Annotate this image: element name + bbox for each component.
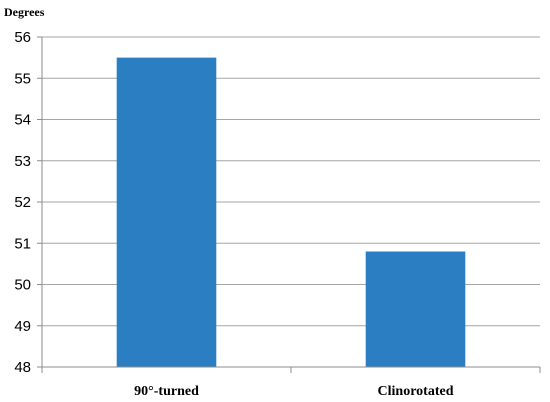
y-tick-label: 50 bbox=[14, 277, 31, 294]
y-tick-label: 48 bbox=[14, 359, 31, 376]
y-tick-label: 55 bbox=[14, 70, 31, 87]
x-tick-labels: 90°-turned Clinorotated bbox=[134, 384, 454, 399]
bar-0 bbox=[116, 57, 217, 367]
y-tick-label: 52 bbox=[14, 194, 31, 211]
y-tick-label: 54 bbox=[14, 112, 31, 129]
y-tick-label: 56 bbox=[14, 29, 31, 46]
x-tick-label: 90°-turned bbox=[134, 384, 199, 399]
x-tick-label: Clinorotated bbox=[378, 384, 454, 399]
bars bbox=[116, 57, 466, 367]
bar-1 bbox=[365, 251, 466, 367]
y-tick-label: 49 bbox=[14, 318, 31, 335]
x-axis bbox=[37, 36, 541, 373]
y-tick-label: 51 bbox=[14, 235, 31, 252]
y-tick-labels: 48 49 50 51 52 53 54 55 56 bbox=[14, 29, 31, 376]
y-axis-label: Degrees bbox=[4, 5, 45, 19]
y-tick-label: 53 bbox=[14, 153, 31, 170]
